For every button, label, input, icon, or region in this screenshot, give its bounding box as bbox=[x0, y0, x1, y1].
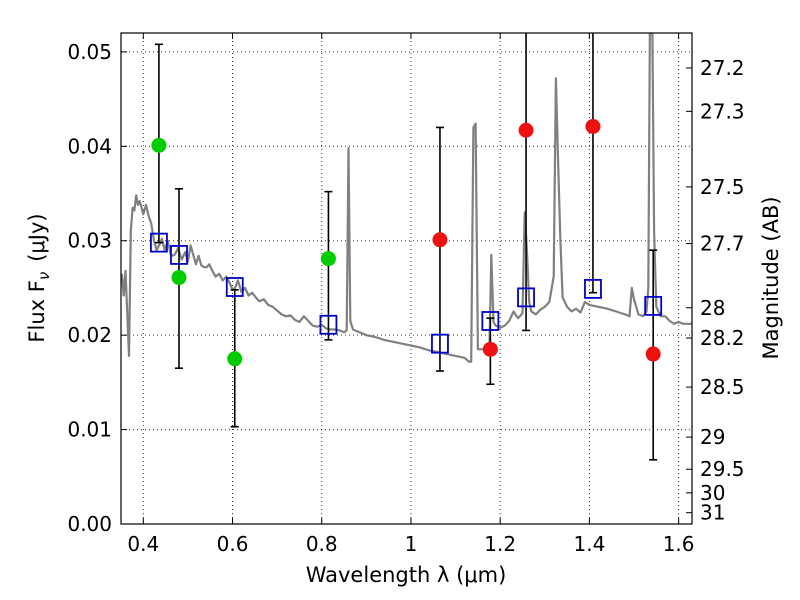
red-point bbox=[585, 118, 601, 134]
x-tick-label: 0.6 bbox=[217, 532, 249, 556]
x-axis-title: Wavelength λ (μm) bbox=[306, 563, 507, 587]
model-square bbox=[170, 244, 188, 265]
red-point bbox=[645, 346, 661, 362]
y-tick-label: 0.00 bbox=[67, 512, 112, 536]
model-square bbox=[319, 314, 338, 335]
mag-tick-label: 29.5 bbox=[700, 457, 745, 481]
y-tick-label: 0.04 bbox=[67, 134, 112, 158]
y-tick-label: 0.01 bbox=[67, 418, 112, 442]
mag-tick-label: 28.2 bbox=[700, 326, 745, 350]
green-point bbox=[320, 251, 336, 267]
mag-tick-label: 29 bbox=[700, 425, 725, 449]
red-point bbox=[432, 232, 448, 248]
axis-ticks: 0.4 0.6 0.8 1 1.2 1.4 1.6 0.00 0.01 0.02 0.03 0.04 0… bbox=[67, 33, 745, 556]
x-tick-label: 1.2 bbox=[484, 532, 516, 556]
mag-tick-label: 27.5 bbox=[700, 175, 745, 199]
y-axis-title-unit: (μJy) bbox=[25, 213, 49, 261]
mag-tick-label: 30 bbox=[700, 481, 725, 505]
x-tick-label: 1 bbox=[405, 532, 418, 556]
mag-tick-label: 31 bbox=[700, 501, 725, 525]
mag-tick-label: 27.2 bbox=[700, 56, 745, 80]
model-square bbox=[150, 232, 168, 253]
x-tick-label: 1.4 bbox=[573, 532, 605, 556]
y-axis-title-main: Flux F bbox=[25, 280, 49, 342]
y-tick-label: 0.02 bbox=[67, 323, 112, 347]
red-point bbox=[518, 122, 534, 138]
grid bbox=[121, 33, 692, 524]
y-axis-title-subscript: ν bbox=[35, 272, 53, 280]
mag-tick-label: 27.7 bbox=[700, 232, 745, 256]
spectrum-line bbox=[121, 33, 692, 363]
mag-tick-label: 28.5 bbox=[700, 375, 745, 399]
plot-area bbox=[121, 33, 692, 461]
y-tick-label: 0.05 bbox=[67, 40, 112, 64]
mag-tick-label: 27.3 bbox=[700, 99, 745, 123]
model-square bbox=[584, 278, 602, 299]
model-square bbox=[517, 287, 535, 308]
x-tick-label: 1.6 bbox=[663, 532, 695, 556]
model-square bbox=[644, 295, 663, 316]
y-axis-title: Flux Fν (μJy) bbox=[25, 213, 53, 342]
red-point bbox=[482, 341, 498, 357]
y-axis-title-group: Flux Fν (μJy) bbox=[25, 213, 53, 342]
x-tick-label: 0.4 bbox=[127, 532, 159, 556]
green-point bbox=[227, 351, 243, 367]
green-point bbox=[151, 137, 167, 153]
plot-frame bbox=[120, 32, 693, 525]
x-tick-label: 0.8 bbox=[306, 532, 338, 556]
model-square bbox=[225, 277, 244, 297]
model-square bbox=[431, 333, 449, 354]
mag-tick-label: 28 bbox=[700, 296, 725, 320]
model-square bbox=[481, 311, 500, 331]
y-tick-label: 0.03 bbox=[67, 229, 112, 253]
y2-axis-title: Magnitude (AB) bbox=[759, 196, 783, 359]
green-point bbox=[171, 270, 187, 286]
y2-axis-title-group: Magnitude (AB) bbox=[759, 196, 783, 359]
